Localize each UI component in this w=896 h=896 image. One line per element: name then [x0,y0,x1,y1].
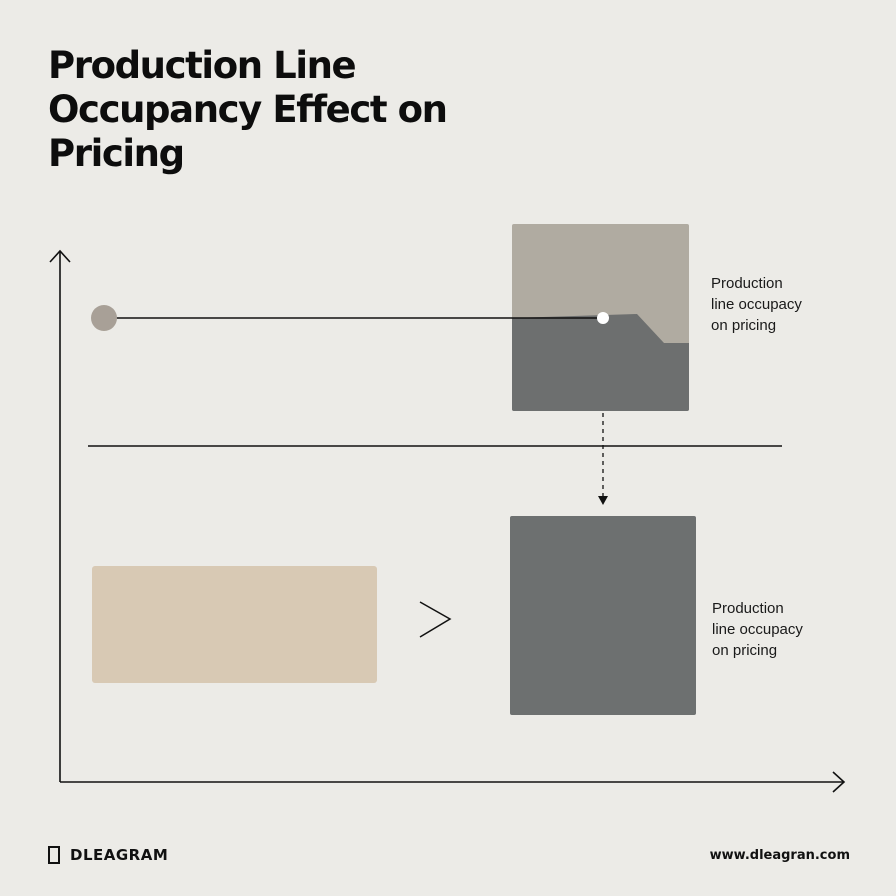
brand-name: DLEAGRAM [70,846,169,864]
bottom-label-line-1: Production [712,600,784,617]
bottom-label-line-3: on pricing [712,642,778,659]
end-marker-dot [597,312,609,324]
top-box-label: Production line occupacy on pricing [711,273,841,336]
rectangle-outline-icon [48,846,60,864]
top-label-line-1: Production [711,275,783,292]
brand-logo: DLEAGRAM [48,843,168,867]
top-label-line-3: on pricing [711,317,777,334]
chevron-right-icon [419,601,452,638]
top-label-line-2: line occupacy [711,296,802,313]
page-title: Production Line Occupancy Effect on Pric… [48,44,448,175]
y-axis-arrow-icon [49,249,71,263]
start-marker-dot [91,305,117,331]
x-axis-arrow-icon [832,771,846,793]
bottom-label-line-2: line occupacy [712,621,803,638]
top-box-lower-region [512,314,689,411]
website-link[interactable]: www.dleagran.com [709,848,850,863]
flow-arrow-down-icon [598,496,608,505]
bottom-occupancy-box [510,516,696,715]
bottom-box-label: Production line occupacy on pricing [712,598,842,661]
beige-baseline-box [92,566,377,683]
